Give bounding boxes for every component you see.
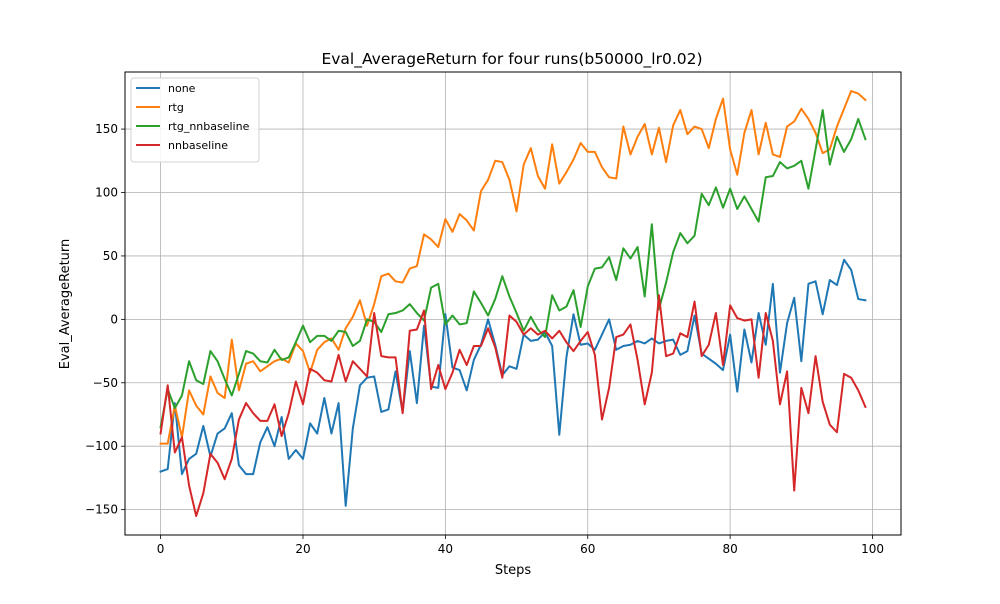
x-tick-label: 80	[722, 542, 737, 556]
chart-title: Eval_AverageReturn for four runs(b50000_…	[321, 50, 702, 69]
y-tick-label: 0	[110, 312, 118, 326]
x-tick-label: 0	[157, 542, 165, 556]
x-axis-label: Steps	[495, 563, 532, 578]
grid	[125, 72, 901, 535]
y-tick-label: 50	[103, 249, 118, 263]
x-tick-label: 40	[438, 542, 453, 556]
plot-area-frame	[124, 71, 902, 536]
series-line-none	[159, 258, 867, 507]
y-tick-label: −50	[93, 376, 118, 390]
x-tick-label: 100	[861, 542, 884, 556]
legend-label-nnbaseline: nnbaseline	[168, 139, 228, 152]
legend-label-rtg-nnbaseline: rtg_nnbaseline	[168, 120, 250, 133]
legend-box	[130, 77, 260, 163]
y-tick-label: 150	[95, 122, 118, 136]
legend: none rtg rtg_nnbaseline nnbaseline	[130, 77, 260, 163]
legend-label-rtg: rtg	[168, 101, 184, 114]
x-tick-label: 20	[295, 542, 310, 556]
y-tick-label: −150	[85, 503, 118, 517]
y-tick-label: 100	[95, 186, 118, 200]
y-axis-label: Eval_AverageReturn	[58, 239, 73, 370]
x-tick-label: 60	[580, 542, 595, 556]
series-line-rtg-nnbaseline	[159, 109, 867, 429]
legend-label-none: none	[168, 82, 196, 95]
y-tick-label: −100	[85, 439, 118, 453]
series-line-nnbaseline	[159, 294, 867, 517]
series-line-rtg	[159, 90, 867, 445]
axis-ticks: 0 20 40 60 80 100 −150 −100 −50 0 50 100 150	[85, 122, 884, 556]
series-lines	[159, 90, 867, 517]
